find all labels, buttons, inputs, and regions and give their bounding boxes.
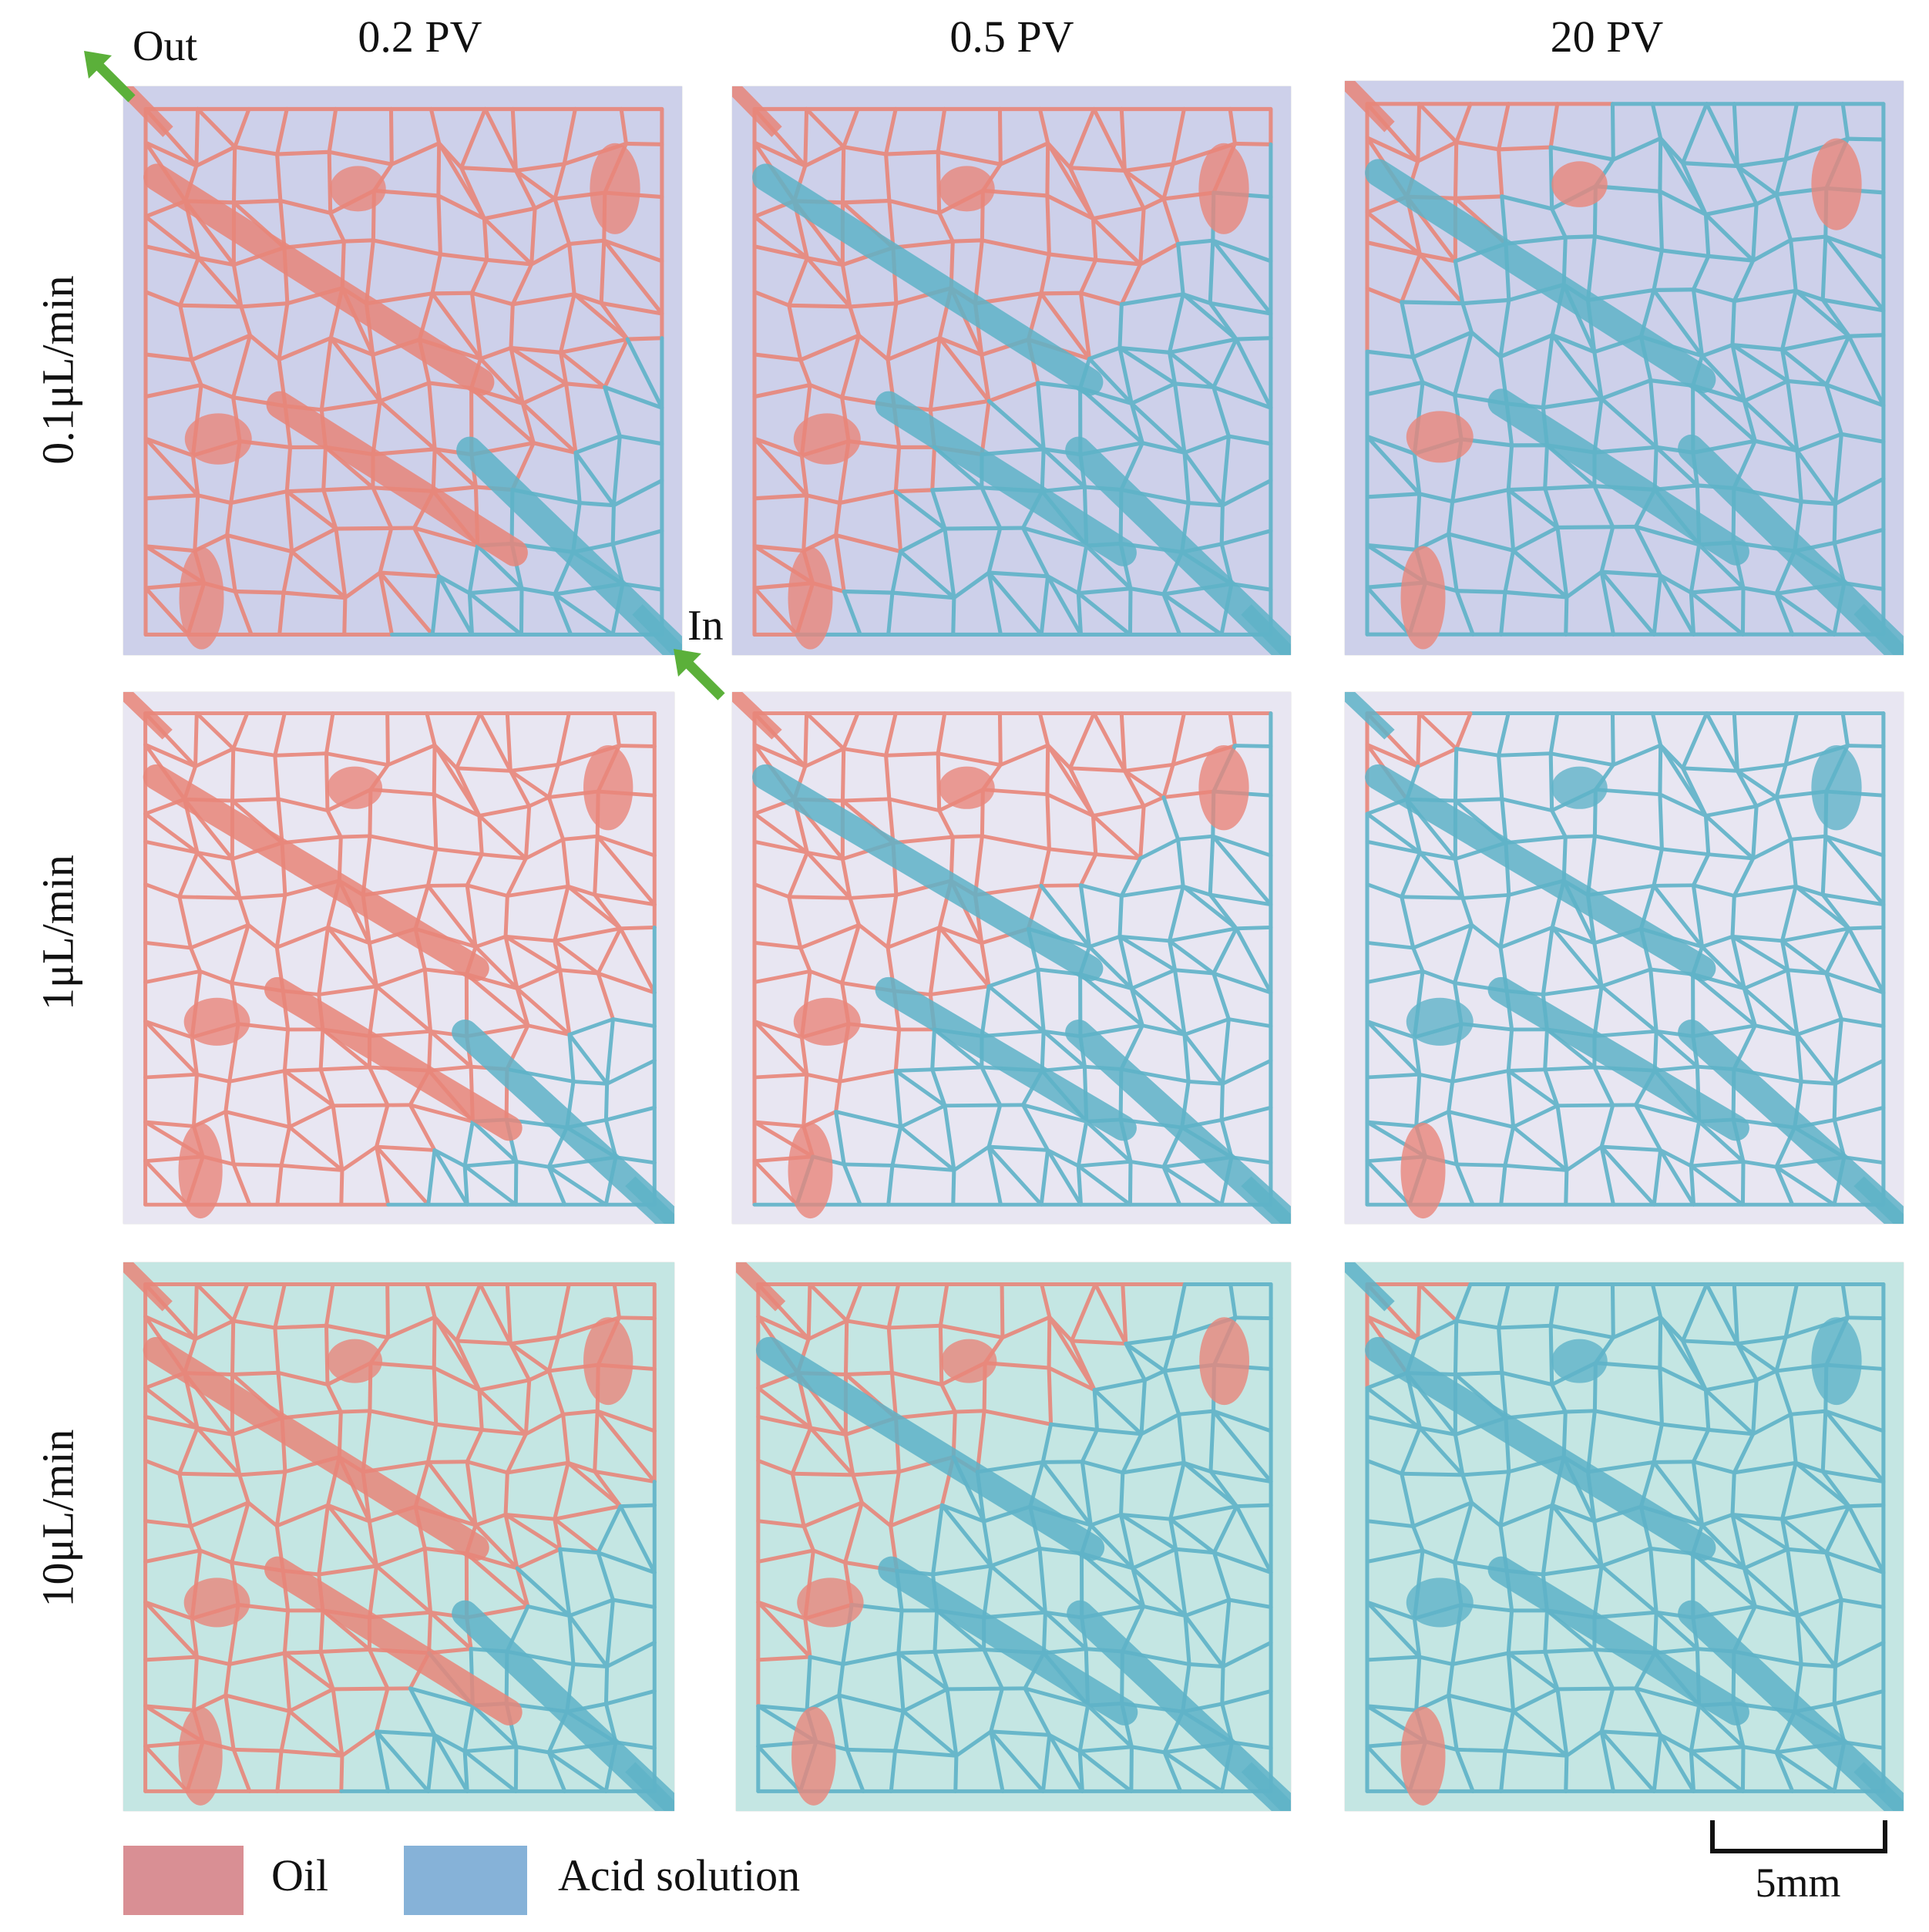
panel-r0-c2	[1345, 81, 1904, 655]
row-label-10ul-min: 10μL/min	[32, 1429, 83, 1608]
column-title-20pv: 20 PV	[1550, 12, 1664, 62]
micromodel-image	[1345, 692, 1904, 1224]
panel-r0-c0	[123, 86, 682, 655]
panel-r1-c2	[1345, 692, 1904, 1224]
micromodel-image	[123, 692, 674, 1224]
panel-r0-c1	[732, 86, 1291, 655]
legend-label-oil: Oil	[271, 1850, 329, 1900]
panel-r2-c2	[1345, 1262, 1904, 1811]
panel-r1-c0	[123, 692, 674, 1224]
micromodel-image	[123, 86, 682, 655]
inlet-label: In	[687, 602, 724, 650]
panel-r2-c1	[736, 1262, 1291, 1811]
row-label-0.1ul-min: 0.1μL/min	[32, 275, 83, 465]
micromodel-image	[732, 86, 1291, 655]
outlet-label: Out	[133, 22, 197, 70]
panel-r2-c0	[123, 1262, 674, 1811]
scale-bar-label: 5mm	[1755, 1860, 1841, 1906]
outlet-arrow-icon	[84, 51, 136, 102]
micromodel-image	[1345, 1262, 1904, 1811]
panel-r1-c1	[732, 692, 1291, 1224]
micromodel-image	[1345, 81, 1904, 655]
legend-swatch-oil	[123, 1846, 244, 1915]
legend-label-acid-solution: Acid solution	[558, 1850, 801, 1900]
legend-swatch-acid	[404, 1846, 527, 1915]
column-title-0.5pv: 0.5 PV	[949, 12, 1074, 62]
micromodel-image	[736, 1262, 1291, 1811]
row-label-1ul-min: 1μL/min	[32, 855, 83, 1010]
column-title-0.2pv: 0.2 PV	[358, 12, 482, 62]
micromodel-image	[123, 1262, 674, 1811]
scale-bar	[1710, 1820, 1887, 1853]
micromodel-image	[732, 692, 1291, 1224]
inlet-arrow-icon	[674, 649, 725, 701]
